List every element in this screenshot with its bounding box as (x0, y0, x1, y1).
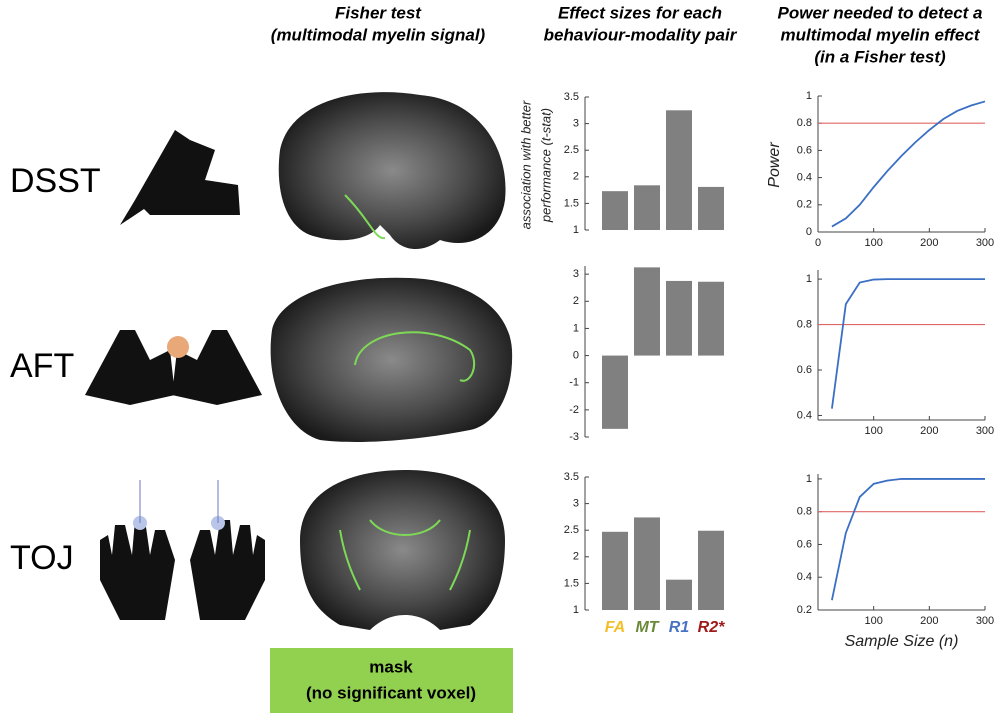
y-tick-label: 0.4 (797, 571, 812, 583)
mask-label: mask (369, 657, 413, 676)
x-tick-label: 100 (864, 237, 882, 249)
y-tick-label: 0.8 (797, 117, 812, 129)
x-tick-label: FA (605, 619, 625, 636)
bar (698, 282, 724, 356)
bar (698, 531, 724, 610)
mask-label: (no significant voxel) (306, 683, 476, 702)
x-tick-label: 100 (864, 425, 882, 437)
y-tick-label: 2.5 (564, 524, 579, 536)
bar (602, 191, 628, 230)
y-tick-label: 3 (573, 118, 579, 130)
bar (698, 187, 724, 230)
x-tick-label: 300 (976, 425, 994, 437)
y-tick-label: 0.6 (797, 538, 812, 550)
column-header: Effect sizes for each (558, 3, 722, 22)
y-tick-label: 0.8 (797, 318, 812, 330)
x-tick-label: 200 (920, 237, 938, 249)
y-tick-label: 0 (806, 226, 812, 238)
bar (634, 185, 660, 230)
x-tick-label: 300 (976, 615, 994, 627)
y-tick-label: 0.6 (797, 144, 812, 156)
y-tick-label: 3 (573, 498, 579, 510)
y-tick-label: -3 (569, 431, 579, 443)
x-tick-label: 200 (920, 615, 938, 627)
y-axis-label: association with better (518, 100, 533, 229)
column-header: (in a Fisher test) (814, 47, 946, 66)
y-axis-label: performance (t-stat) (538, 108, 553, 223)
y-tick-label: 1.5 (564, 577, 579, 589)
bar (634, 517, 660, 610)
x-tick-label: 200 (920, 425, 938, 437)
power-curve (832, 279, 985, 409)
bar (666, 281, 692, 356)
power-curve (832, 479, 985, 600)
bar (666, 110, 692, 230)
y-tick-label: 1 (806, 473, 812, 485)
row-label: TOJ (10, 539, 74, 577)
y-tick-label: 0.4 (797, 172, 812, 184)
hand-icons (85, 130, 265, 620)
y-tick-label: -1 (569, 377, 579, 389)
power-curve (832, 101, 985, 226)
y-tick-label: 1 (573, 604, 579, 616)
column-header: multimodal myelin effect (780, 25, 980, 44)
y-tick-label: 2 (573, 295, 579, 307)
y-tick-label: -2 (569, 404, 579, 416)
bar (602, 356, 628, 429)
brain-images (271, 92, 513, 630)
y-tick-label: 1 (806, 90, 812, 102)
y-tick-label: 0 (573, 349, 579, 361)
y-tick-label: 0.2 (797, 199, 812, 211)
x-tick-label: 0 (815, 237, 821, 249)
y-tick-label: 0.2 (797, 604, 812, 616)
y-tick-label: 3 (573, 268, 579, 280)
column-header: (multimodal myelin signal) (271, 25, 486, 44)
y-tick-label: 3.5 (564, 91, 579, 103)
bar (634, 267, 660, 355)
x-tick-label: R1 (669, 619, 690, 636)
page: Fisher test (multimodal myelin signal) Eff… (0, 0, 997, 713)
y-tick-label: 0.4 (797, 409, 812, 421)
column-header: Power needed to detect a (778, 3, 983, 22)
y-tick-label: 0.8 (797, 506, 812, 518)
x-tick-label: 300 (976, 237, 994, 249)
y-axis-label: Power (766, 142, 783, 188)
column-header: Fisher test (335, 3, 422, 22)
y-tick-label: 2 (573, 551, 579, 563)
column-header: behaviour-modality pair (544, 25, 738, 44)
x-tick-label: R2* (698, 619, 725, 636)
y-tick-label: 1 (573, 224, 579, 236)
row-label: DSST (10, 162, 101, 200)
y-tick-label: 1.5 (564, 197, 579, 209)
y-tick-label: 2 (573, 171, 579, 183)
figure: Fisher test (multimodal myelin signal) Eff… (0, 0, 997, 713)
bar (602, 532, 628, 610)
bar (666, 580, 692, 610)
y-tick-label: 3.5 (564, 471, 579, 483)
y-tick-label: 1 (573, 322, 579, 334)
y-tick-label: 2.5 (564, 144, 579, 156)
x-tick-label: MT (635, 619, 659, 636)
y-tick-label: 1 (806, 273, 812, 285)
x-axis-label: Sample Size (n) (845, 633, 959, 650)
y-tick-label: 0.6 (797, 364, 812, 376)
x-tick-label: 100 (864, 615, 882, 627)
row-label: AFT (10, 347, 74, 385)
